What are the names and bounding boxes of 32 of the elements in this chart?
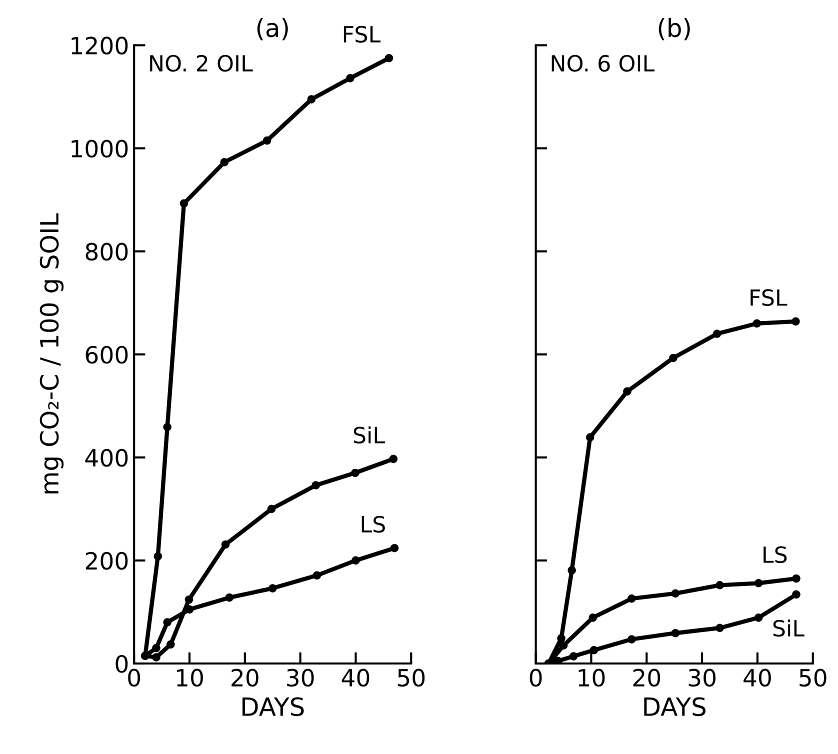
x-tick-label: 50 <box>800 668 826 687</box>
y-tick-label: 600 <box>86 346 128 364</box>
x-tick-label: 20 <box>232 668 258 687</box>
chart-title: (a) <box>257 18 288 40</box>
series-label: LS <box>362 516 385 533</box>
series-label: SiL <box>773 619 804 637</box>
series-label: FSL <box>344 26 381 43</box>
x-tick-label: 40 <box>744 668 771 687</box>
y-tick-label: 400 <box>85 448 128 467</box>
series-label: SiL <box>354 426 385 444</box>
y-tick-label: 0 <box>116 654 128 673</box>
x-axis-title: DAYS <box>242 697 304 716</box>
x-axis-title: DAYS <box>644 697 706 716</box>
series-label: FSL <box>750 289 788 306</box>
x-tick-label: 0 <box>530 668 542 687</box>
x-tick-label: 0 <box>128 668 140 687</box>
series-label: LS <box>764 546 787 564</box>
x-tick-label: 10 <box>578 668 605 687</box>
x-tick-label: 40 <box>342 668 370 687</box>
annotation: NO. 2 OIL <box>150 54 253 72</box>
x-tick-label: 30 <box>688 668 716 687</box>
x-tick-label: 20 <box>633 668 660 687</box>
y-tick-label: 1000 <box>72 140 128 158</box>
y-axis-title: mg CO₂-C / 100 g SOIL <box>40 213 64 494</box>
annotation: NO. 6 OIL <box>552 54 655 72</box>
y-tick-label: 1200 <box>72 36 128 55</box>
x-tick-label: 10 <box>177 668 203 687</box>
y-tick-label: 200 <box>86 552 128 570</box>
y-tick-label: 800 <box>86 242 128 261</box>
x-tick-label: 50 <box>398 668 425 687</box>
chart-title: (b) <box>658 18 690 40</box>
x-tick-label: 30 <box>287 668 314 687</box>
